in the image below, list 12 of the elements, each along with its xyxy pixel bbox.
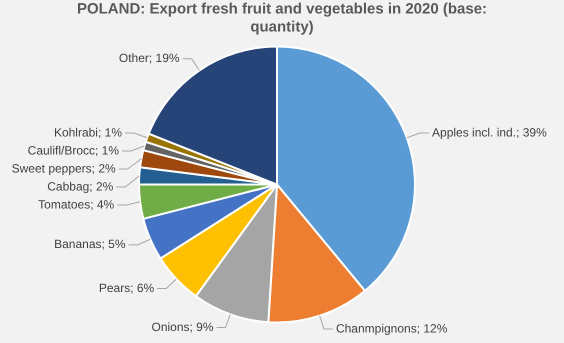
chart-title: POLAND: Export fresh fruit and vegetables in 2020 (base: quantity) [76, 0, 488, 36]
slice-label: Cabbag; 2% [47, 179, 114, 194]
slice-label: Pears; 6% [98, 280, 155, 295]
slice-label: Caulifl/Brocc; 1% [28, 143, 120, 158]
slice-label: Tomatoes; 4% [38, 197, 115, 212]
slice-label: Onions; 9% [151, 320, 214, 334]
slice-label: Other; 19% [118, 51, 180, 66]
slice-label: Sweet peppers; 2% [12, 161, 116, 176]
slice-label: Kohlrabi; 1% [54, 125, 122, 140]
slice-label: Bananas; 5% [54, 237, 126, 252]
slice-label: Apples incl. ind.; 39% [432, 125, 548, 140]
slice-label: Chanmpignons; 12% [336, 321, 448, 336]
